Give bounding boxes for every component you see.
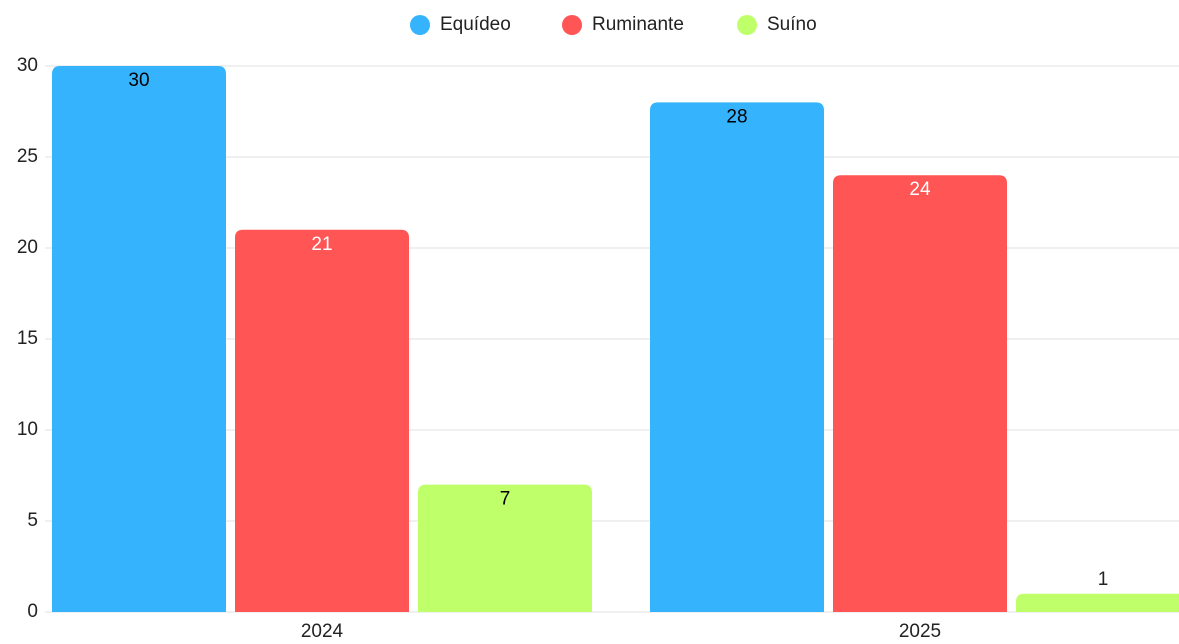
legend-label: Equídeo	[440, 14, 511, 35]
bar	[650, 102, 824, 613]
y-tick-label: 20	[17, 237, 38, 258]
y-tick-label: 0	[27, 601, 38, 622]
y-tick-label: 30	[17, 55, 38, 76]
legend-swatch	[737, 15, 757, 35]
value-label: 28	[726, 106, 747, 127]
bar	[235, 229, 409, 613]
bar	[418, 484, 592, 612]
legend-label: Ruminante	[592, 14, 684, 35]
bar	[833, 175, 1007, 612]
legend-swatch	[562, 15, 582, 35]
x-tick-label: 2024	[301, 621, 344, 642]
value-label: 21	[311, 234, 332, 255]
value-label: 7	[500, 489, 511, 510]
bar	[1016, 593, 1179, 612]
legend-label: Suíno	[767, 14, 817, 35]
y-tick-label: 10	[17, 419, 38, 440]
x-tick-label: 2025	[899, 621, 941, 642]
y-tick-label: 5	[27, 510, 38, 531]
value-label: 30	[128, 70, 149, 91]
value-label: 24	[909, 179, 931, 200]
y-tick-label: 25	[17, 146, 38, 167]
value-label: 1	[1098, 569, 1109, 590]
legend-swatch	[410, 15, 430, 35]
y-tick-label: 15	[17, 328, 38, 349]
bar	[52, 66, 226, 612]
